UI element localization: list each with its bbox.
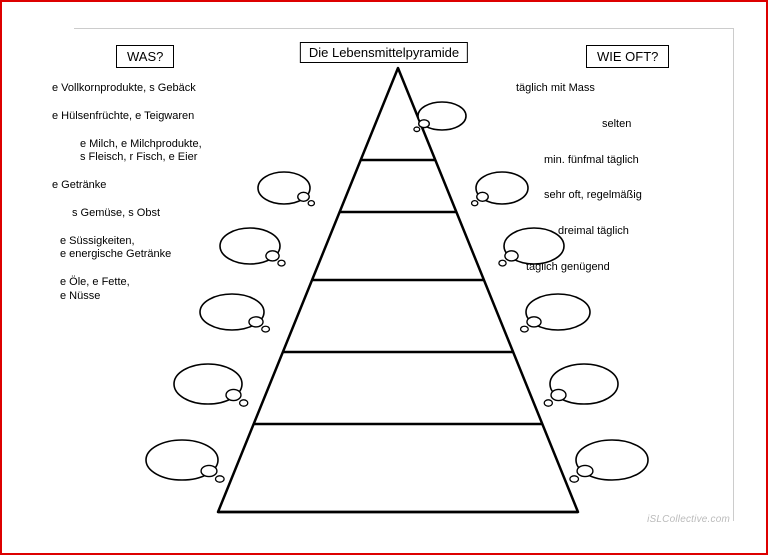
speech-bubble [544, 364, 618, 406]
speech-bubble [472, 172, 528, 206]
speech-bubble [521, 294, 590, 332]
speech-bubble [499, 228, 564, 266]
speech-bubble [174, 364, 248, 406]
speech-bubble [258, 172, 314, 206]
speech-bubble [200, 294, 269, 332]
speech-bubble [414, 102, 466, 132]
watermark: iSLCollective.com [647, 514, 730, 525]
speech-bubble [146, 440, 224, 482]
worksheet-sheet: WAS? Die Lebensmittelpyramide WIE OFT? e… [14, 12, 754, 539]
pyramid-svg [14, 12, 758, 543]
speech-bubble [570, 440, 648, 482]
pyramid-outline [218, 68, 578, 512]
speech-bubble [220, 228, 285, 266]
